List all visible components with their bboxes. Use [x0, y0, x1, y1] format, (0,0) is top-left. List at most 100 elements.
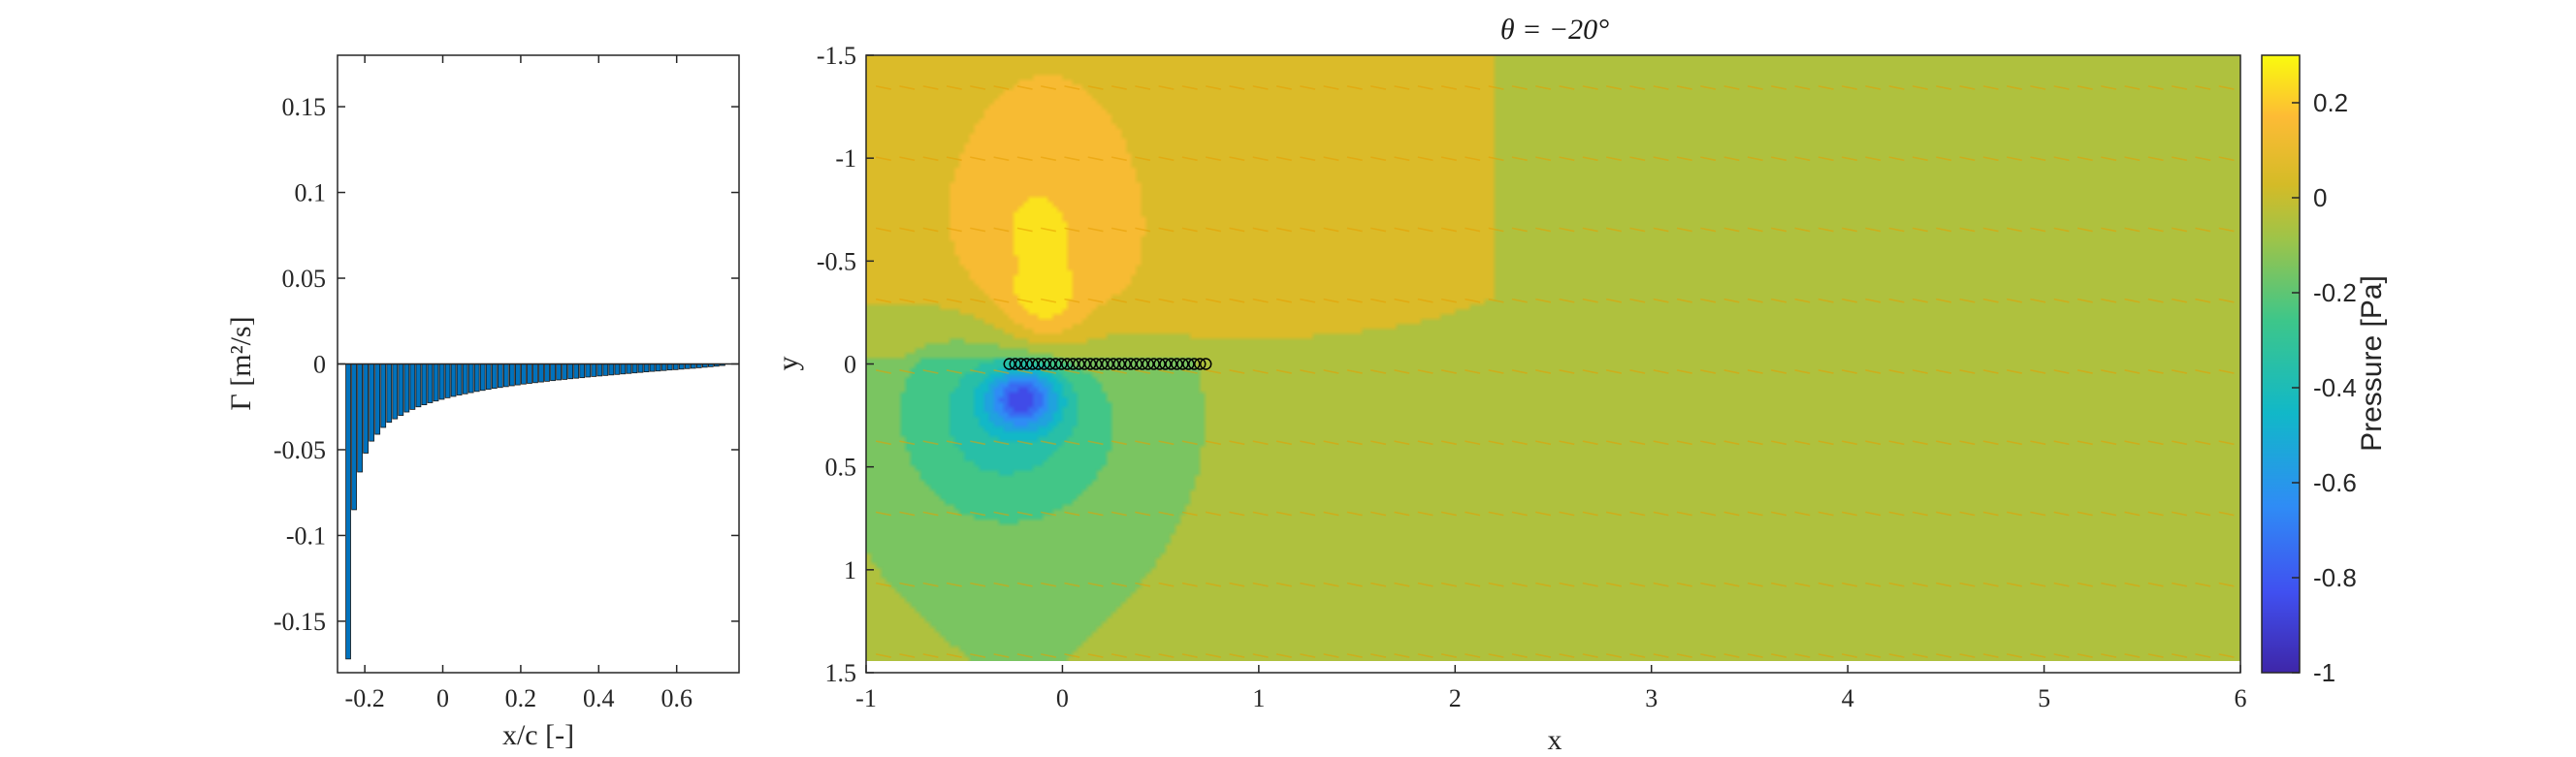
velocity-arrow [1158, 369, 1175, 374]
bar [456, 363, 463, 395]
velocity-arrow [1747, 85, 1763, 90]
velocity-arrow [1959, 156, 1976, 162]
velocity-arrow [2006, 227, 2022, 233]
bar [409, 363, 416, 410]
velocity-arrow [1511, 227, 1528, 233]
velocity-arrow [2101, 511, 2117, 517]
velocity-arrow [993, 440, 1010, 446]
velocity-arrow [1959, 369, 1976, 374]
colorbar-tick-label: 0.2 [2313, 88, 2348, 117]
velocity-arrow [2171, 85, 2187, 90]
y-tick-label: 0 [313, 351, 326, 379]
x-tick-label: 0 [1056, 684, 1069, 712]
velocity-arrow [1135, 511, 1151, 517]
bar [649, 363, 656, 372]
velocity-arrow [1535, 440, 1552, 446]
velocity-arrow [970, 440, 986, 446]
velocity-arrow [2101, 156, 2117, 162]
velocity-arrow [1794, 156, 1811, 162]
velocity-arrow [875, 653, 891, 658]
bar [614, 363, 621, 375]
velocity-arrow [1370, 440, 1387, 446]
velocity-arrow [2218, 85, 2235, 90]
velocity-arrow [2053, 653, 2070, 658]
velocity-arrow [2077, 298, 2093, 303]
velocity-arrow [1016, 511, 1033, 517]
velocity-arrow [1818, 582, 1834, 587]
velocity-arrow [1346, 85, 1363, 90]
velocity-arrow [1206, 511, 1222, 517]
velocity-arrow [1982, 369, 1999, 374]
circulation-bar-chart: -0.2 0 0.2 0.4 0.6 0.15 0.1 0.05 0 -0.05 -0.1 -0.15… [225, 54, 740, 751]
velocity-arrow [2124, 369, 2141, 374]
bar [666, 363, 673, 371]
velocity-arrow [1723, 582, 1740, 587]
bar [585, 363, 592, 378]
velocity-arrow [1936, 582, 1952, 587]
velocity-arrow [1982, 653, 1999, 658]
velocity-arrow [1794, 85, 1811, 90]
velocity-arrow [1865, 582, 1882, 587]
velocity-arrow [1135, 85, 1151, 90]
velocity-arrow [2101, 85, 2117, 90]
velocity-arrow [1888, 85, 1905, 90]
velocity-arrow [1181, 582, 1198, 587]
velocity-arrow [2171, 511, 2187, 517]
velocity-arrow [2053, 156, 2070, 162]
velocity-arrow [875, 511, 891, 517]
velocity-arrow [1252, 582, 1269, 587]
velocity-arrow [1064, 156, 1080, 162]
velocity-arrow [1912, 582, 1928, 587]
velocity-arrow [1959, 298, 1976, 303]
velocity-arrow [1700, 440, 1717, 446]
y-tick-label: -0.1 [286, 521, 326, 550]
velocity-arrow [1229, 85, 1245, 90]
velocity-arrow [1841, 511, 1857, 517]
velocity-arrow [1041, 582, 1057, 587]
velocity-arrow [2077, 440, 2093, 446]
plate-point [1083, 358, 1097, 370]
velocity-arrow [1323, 582, 1339, 587]
velocity-arrow [1723, 298, 1740, 303]
plate-point [1147, 358, 1160, 370]
velocity-arrow [899, 156, 916, 162]
velocity-arrow [1629, 440, 1646, 446]
bar [444, 363, 451, 398]
velocity-arrow [1912, 227, 1928, 233]
velocity-arrow [1676, 85, 1692, 90]
velocity-arrow [1559, 440, 1575, 446]
velocity-arrow [1794, 369, 1811, 374]
velocity-arrow [1064, 653, 1080, 658]
bar [608, 363, 615, 376]
velocity-arrow [1181, 440, 1198, 446]
bar [380, 363, 387, 428]
velocity-arrow [1300, 298, 1316, 303]
velocity-arrow [1488, 440, 1504, 446]
velocity-arrow [1417, 511, 1433, 517]
bar [620, 363, 627, 375]
velocity-arrow [970, 369, 986, 374]
velocity-arrow [1417, 653, 1433, 658]
velocity-arrow [2147, 440, 2164, 446]
velocity-arrow [1605, 156, 1622, 162]
velocity-arrow [1912, 369, 1928, 374]
velocity-arrow [1323, 440, 1339, 446]
velocity-arrow [1323, 511, 1339, 517]
plate-point [1003, 358, 1016, 370]
bar [433, 363, 439, 402]
x-tick-label: 2 [1449, 684, 1462, 712]
velocity-arrow [1111, 369, 1127, 374]
velocity-arrow [1676, 298, 1692, 303]
velocity-arrow [2195, 653, 2211, 658]
bar [462, 363, 468, 394]
pressure-axis-ticks: -1 0 1 2 3 4 5 6 -1.5 -1 -0.5 0 0.5 1 1.5 [817, 42, 2247, 712]
velocity-arrow [1700, 156, 1717, 162]
x-tick-label: 4 [1842, 684, 1854, 712]
colorbar-tick-label: -0.2 [2313, 278, 2357, 307]
bar [491, 363, 498, 390]
x-tick-label: 0.6 [660, 684, 692, 712]
velocity-arrow [1723, 369, 1740, 374]
plate-point [1112, 358, 1126, 370]
velocity-arrow [2077, 156, 2093, 162]
